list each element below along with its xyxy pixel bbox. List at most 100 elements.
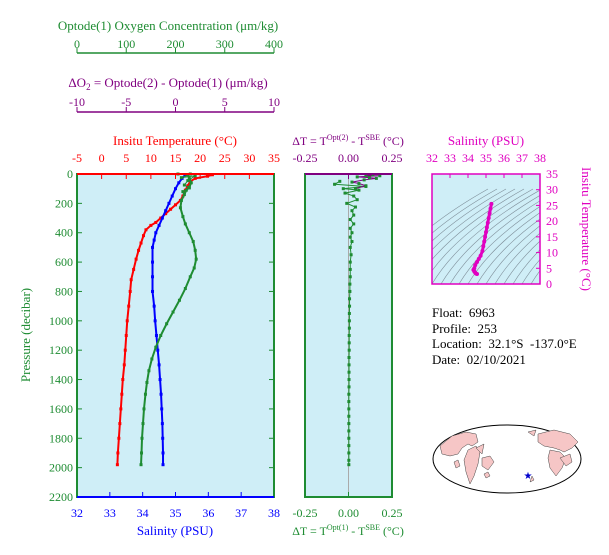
ts-salinity-tick-label: 34 (462, 151, 474, 165)
temperature-tick-label: 25 (219, 151, 231, 165)
ts-density-contour (503, 240, 540, 284)
salinity-profile-point (154, 334, 158, 337)
delta-t-opt1-point (347, 436, 351, 440)
delta-t-opt1-point (347, 422, 351, 426)
ts-density-contour (432, 188, 498, 234)
delta-t-opt2-point (364, 184, 368, 188)
ts-density-contour (449, 200, 540, 284)
delta-t-opt1-point (347, 326, 351, 330)
temperature-tick-label: -5 (72, 151, 82, 165)
temperature-profile-point (164, 212, 168, 216)
temperature-profile-point (117, 436, 121, 440)
float-label: Float: (432, 305, 463, 320)
location-label: Location: (432, 336, 482, 351)
temperature-profile-point (115, 463, 119, 467)
salinity-profile-point (157, 223, 161, 227)
temperature-profile-point (159, 216, 163, 220)
delta-t-opt1-point (350, 231, 354, 235)
oxygen-profile-point (181, 190, 185, 194)
delta-t-opt2-point (357, 182, 361, 186)
delta-t-bottom-ticks: -0.25 0.00 0.25 (293, 492, 403, 520)
delta-o2-axis-ticks: -10 -5 0 5 10 (69, 95, 280, 112)
pressure-axis-ticks: 0 200 400 600 800 1000 1200 1400 1600 1800 2000 220… (49, 167, 274, 504)
float-info: Float: 6963 Profile: 253 Location: 32.1°… (432, 305, 577, 367)
oxygen-profile-point (192, 266, 196, 270)
oxygen-profile (139, 173, 198, 467)
delta-t-opt1-point (348, 289, 352, 293)
oxygen-profile-point (182, 183, 186, 187)
delta-t-opt1-point (348, 282, 352, 286)
delta-t-opt1-point (347, 356, 351, 360)
float-row: Float: 6963 (432, 305, 577, 321)
oxygen-tick-label: 200 (167, 37, 185, 51)
salinity-profile-point (160, 422, 164, 426)
pressure-tick-label: 2000 (49, 461, 73, 475)
ts-profile-point (473, 263, 478, 268)
ts-density-contour (476, 218, 540, 284)
delta-t-bottom-tick-label: -0.25 (293, 506, 318, 520)
oxygen-tick-label: 100 (117, 37, 135, 51)
ts-profile-point (483, 234, 488, 239)
oxygen-profile-point (178, 206, 182, 210)
ts-density-contour (485, 225, 540, 284)
ts-profile-point (488, 206, 493, 211)
pressure-tick-label: 200 (55, 196, 73, 210)
temperature-profile-point (174, 203, 177, 207)
ts-profile-point (480, 249, 485, 253)
ts-temperature-tick-label: 15 (546, 230, 558, 244)
temperature-profile-point (154, 220, 158, 224)
delta-t-opt1-point (357, 188, 361, 192)
location-row: Location: 32.1°S -137.0°E (432, 336, 577, 352)
pressure-tick-label: 400 (55, 226, 73, 240)
delta-t-opt1-point (347, 341, 351, 345)
ts-profile-point (475, 260, 479, 264)
pressure-tick-label: 1200 (49, 343, 73, 357)
ts-profile-point (485, 220, 490, 225)
ts-profile-point (487, 211, 492, 216)
salinity-profile-point (156, 348, 160, 352)
salinity-axis-ticks: 32 33 34 35 36 37 38 (71, 492, 280, 520)
ts-density-contour (521, 259, 540, 284)
oxygen-axis: Optode(1) Oxygen Concentration (μm/kg) 0… (58, 18, 283, 54)
salinity-profile (151, 173, 187, 467)
salinity-profile-point (159, 392, 163, 396)
temperature-axis-title: Insitu Temperature (°C) (113, 133, 237, 148)
ts-frame (431, 173, 541, 285)
temperature-profile-point (149, 223, 153, 227)
ts-density-contour (458, 206, 540, 284)
ts-density-contour (549, 189, 609, 284)
temperature-profile-point (118, 422, 122, 426)
temperature-profile-point (128, 289, 132, 293)
delta-t-opt1-point (343, 191, 347, 195)
temperature-tick-label: 30 (243, 151, 255, 165)
delta-o2-tick-label: -10 (69, 95, 85, 109)
temperature-profile-point (169, 207, 173, 211)
ts-temperature-tick-label: 10 (546, 246, 558, 260)
profile-value: 253 (477, 320, 498, 336)
ts-density-contour (440, 195, 540, 284)
ts-density-contour (494, 232, 540, 284)
temperature-profile-point (129, 278, 133, 282)
delta-o2-axis: ΔO2 = Optode(2) - Optode(1) (μm/kg) -10-… (68, 75, 280, 113)
oxygen-profile-point (150, 357, 154, 361)
salinity-tick-label: 32 (71, 506, 83, 520)
ts-salinity-tick-label: 35 (480, 151, 492, 165)
delta-t-series (332, 173, 382, 467)
float-location-marker: ★ (524, 471, 533, 482)
delta-t-bottom-tick-label: 0.00 (338, 506, 359, 520)
temperature-tick-label: 5 (123, 151, 129, 165)
delta-t-opt1-point (348, 260, 352, 264)
ts-profile-point (484, 230, 488, 235)
pressure-tick-label: 1800 (49, 431, 73, 445)
salinity-profile-point (151, 260, 155, 264)
date-label: Date: (432, 351, 461, 367)
profile-label: Profile: (432, 320, 471, 336)
salinity-profile-point (154, 231, 158, 235)
delta-t-opt2-point (374, 176, 378, 180)
ts-profile-point (482, 239, 487, 244)
salinity-profile-point (153, 319, 157, 323)
oxygen-profile-point (141, 422, 145, 426)
oxygen-profile-point (187, 231, 191, 235)
temperature-tick-label: 15 (170, 151, 182, 165)
